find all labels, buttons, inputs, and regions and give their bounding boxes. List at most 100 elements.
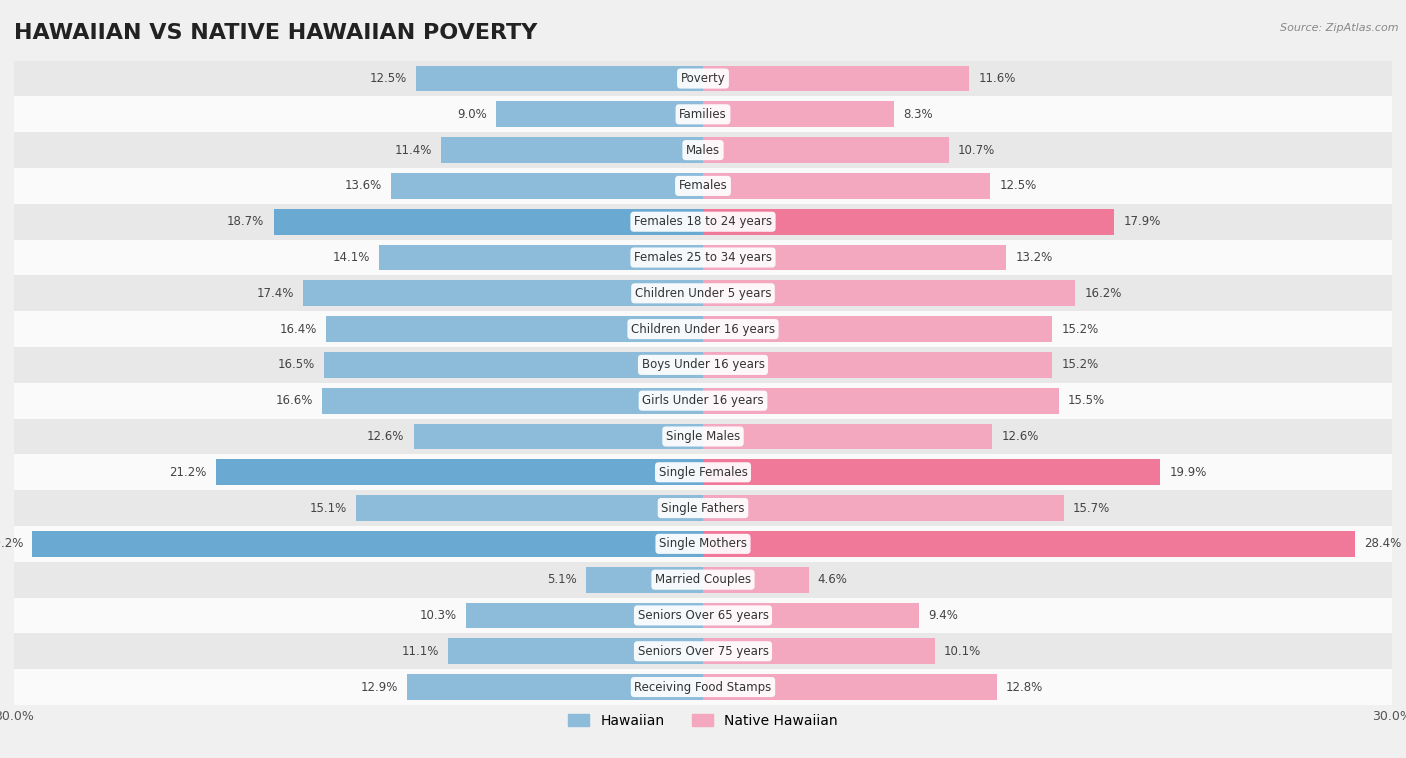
Bar (703, 137, 949, 163)
Bar (380, 245, 703, 271)
Bar (496, 102, 703, 127)
Text: 4.6%: 4.6% (818, 573, 848, 586)
Bar (217, 459, 703, 485)
Bar (14, 240, 1392, 275)
Text: 12.5%: 12.5% (370, 72, 406, 85)
Text: 11.6%: 11.6% (979, 72, 1017, 85)
Text: 15.2%: 15.2% (1062, 323, 1098, 336)
Bar (32, 531, 703, 556)
Text: Source: ZipAtlas.com: Source: ZipAtlas.com (1281, 23, 1399, 33)
Bar (703, 245, 1007, 271)
Bar (14, 347, 1392, 383)
Text: 16.5%: 16.5% (277, 359, 315, 371)
Bar (703, 603, 920, 628)
Text: 21.2%: 21.2% (170, 465, 207, 479)
Text: Single Fathers: Single Fathers (661, 502, 745, 515)
Text: Poverty: Poverty (681, 72, 725, 85)
Text: 29.2%: 29.2% (0, 537, 24, 550)
Text: 10.7%: 10.7% (957, 143, 995, 157)
Text: 10.3%: 10.3% (420, 609, 457, 622)
Text: 12.9%: 12.9% (360, 681, 398, 694)
Text: Girls Under 16 years: Girls Under 16 years (643, 394, 763, 407)
Bar (14, 454, 1392, 490)
Bar (413, 424, 703, 449)
Text: 16.4%: 16.4% (280, 323, 318, 336)
Bar (449, 638, 703, 664)
Bar (703, 352, 1052, 377)
Text: 8.3%: 8.3% (903, 108, 932, 121)
Text: 15.7%: 15.7% (1073, 502, 1109, 515)
Bar (14, 526, 1392, 562)
Bar (703, 173, 990, 199)
Text: 13.2%: 13.2% (1015, 251, 1053, 264)
Bar (14, 490, 1392, 526)
Text: Females 25 to 34 years: Females 25 to 34 years (634, 251, 772, 264)
Text: 12.8%: 12.8% (1007, 681, 1043, 694)
Text: 13.6%: 13.6% (344, 180, 381, 193)
Text: Married Couples: Married Couples (655, 573, 751, 586)
Text: 19.9%: 19.9% (1170, 465, 1206, 479)
Text: Single Males: Single Males (666, 430, 740, 443)
Bar (416, 66, 703, 92)
Bar (703, 495, 1063, 521)
Bar (14, 275, 1392, 312)
Text: HAWAIIAN VS NATIVE HAWAIIAN POVERTY: HAWAIIAN VS NATIVE HAWAIIAN POVERTY (14, 23, 537, 42)
Bar (14, 418, 1392, 454)
Bar (703, 674, 997, 700)
Text: 10.1%: 10.1% (945, 645, 981, 658)
Text: 28.4%: 28.4% (1364, 537, 1402, 550)
Legend: Hawaiian, Native Hawaiian: Hawaiian, Native Hawaiian (562, 708, 844, 734)
Text: 17.9%: 17.9% (1123, 215, 1160, 228)
Bar (323, 352, 703, 377)
Text: Single Mothers: Single Mothers (659, 537, 747, 550)
Bar (14, 61, 1392, 96)
Bar (703, 567, 808, 593)
Bar (441, 137, 703, 163)
Bar (703, 280, 1076, 306)
Text: 5.1%: 5.1% (547, 573, 576, 586)
Text: Children Under 16 years: Children Under 16 years (631, 323, 775, 336)
Bar (467, 603, 703, 628)
Text: 9.4%: 9.4% (928, 609, 957, 622)
Text: 15.1%: 15.1% (309, 502, 347, 515)
Text: 12.5%: 12.5% (1000, 180, 1036, 193)
Text: 16.6%: 16.6% (276, 394, 312, 407)
Bar (14, 597, 1392, 634)
Text: Females: Females (679, 180, 727, 193)
Bar (703, 316, 1052, 342)
Bar (703, 424, 993, 449)
Bar (391, 173, 703, 199)
Bar (304, 280, 703, 306)
Bar (14, 96, 1392, 132)
Text: 14.1%: 14.1% (333, 251, 370, 264)
Bar (703, 66, 969, 92)
Bar (703, 102, 894, 127)
Bar (14, 168, 1392, 204)
Bar (14, 634, 1392, 669)
Text: Seniors Over 65 years: Seniors Over 65 years (637, 609, 769, 622)
Text: 12.6%: 12.6% (367, 430, 405, 443)
Bar (703, 638, 935, 664)
Bar (14, 312, 1392, 347)
Text: Males: Males (686, 143, 720, 157)
Bar (14, 562, 1392, 597)
Bar (322, 388, 703, 414)
Bar (14, 383, 1392, 418)
Text: 11.4%: 11.4% (395, 143, 432, 157)
Text: 17.4%: 17.4% (257, 287, 294, 300)
Bar (326, 316, 703, 342)
Bar (356, 495, 703, 521)
Bar (586, 567, 703, 593)
Bar (703, 531, 1355, 556)
Bar (703, 388, 1059, 414)
Text: 9.0%: 9.0% (457, 108, 486, 121)
Bar (14, 669, 1392, 705)
Text: 18.7%: 18.7% (228, 215, 264, 228)
Text: Seniors Over 75 years: Seniors Over 75 years (637, 645, 769, 658)
Text: 15.2%: 15.2% (1062, 359, 1098, 371)
Bar (703, 208, 1114, 235)
Text: 12.6%: 12.6% (1001, 430, 1039, 443)
Text: Children Under 5 years: Children Under 5 years (634, 287, 772, 300)
Bar (14, 132, 1392, 168)
Text: Females 18 to 24 years: Females 18 to 24 years (634, 215, 772, 228)
